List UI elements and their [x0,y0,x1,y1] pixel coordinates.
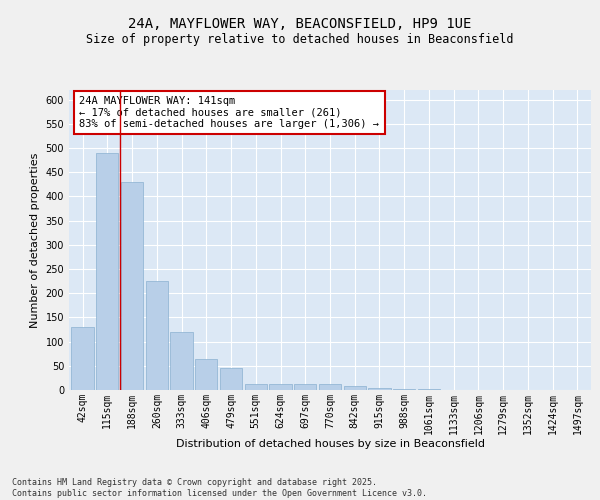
Bar [245,384,267,390]
Bar [319,384,341,390]
Text: 24A MAYFLOWER WAY: 141sqm
← 17% of detached houses are smaller (261)
83% of semi: 24A MAYFLOWER WAY: 141sqm ← 17% of detac… [79,96,379,129]
Bar [269,384,292,390]
Bar [96,153,118,390]
Text: Contains HM Land Registry data © Crown copyright and database right 2025.
Contai: Contains HM Land Registry data © Crown c… [12,478,427,498]
Text: 24A, MAYFLOWER WAY, BEACONSFIELD, HP9 1UE: 24A, MAYFLOWER WAY, BEACONSFIELD, HP9 1U… [128,18,472,32]
Y-axis label: Number of detached properties: Number of detached properties [30,152,40,328]
Bar [146,281,168,390]
Bar [121,182,143,390]
Bar [195,358,217,390]
Bar [418,389,440,390]
Bar [170,332,193,390]
Bar [71,327,94,390]
Bar [393,388,415,390]
Bar [344,386,366,390]
Bar [220,368,242,390]
Bar [368,388,391,390]
X-axis label: Distribution of detached houses by size in Beaconsfield: Distribution of detached houses by size … [176,440,485,450]
Text: Size of property relative to detached houses in Beaconsfield: Size of property relative to detached ho… [86,32,514,46]
Bar [294,384,316,390]
